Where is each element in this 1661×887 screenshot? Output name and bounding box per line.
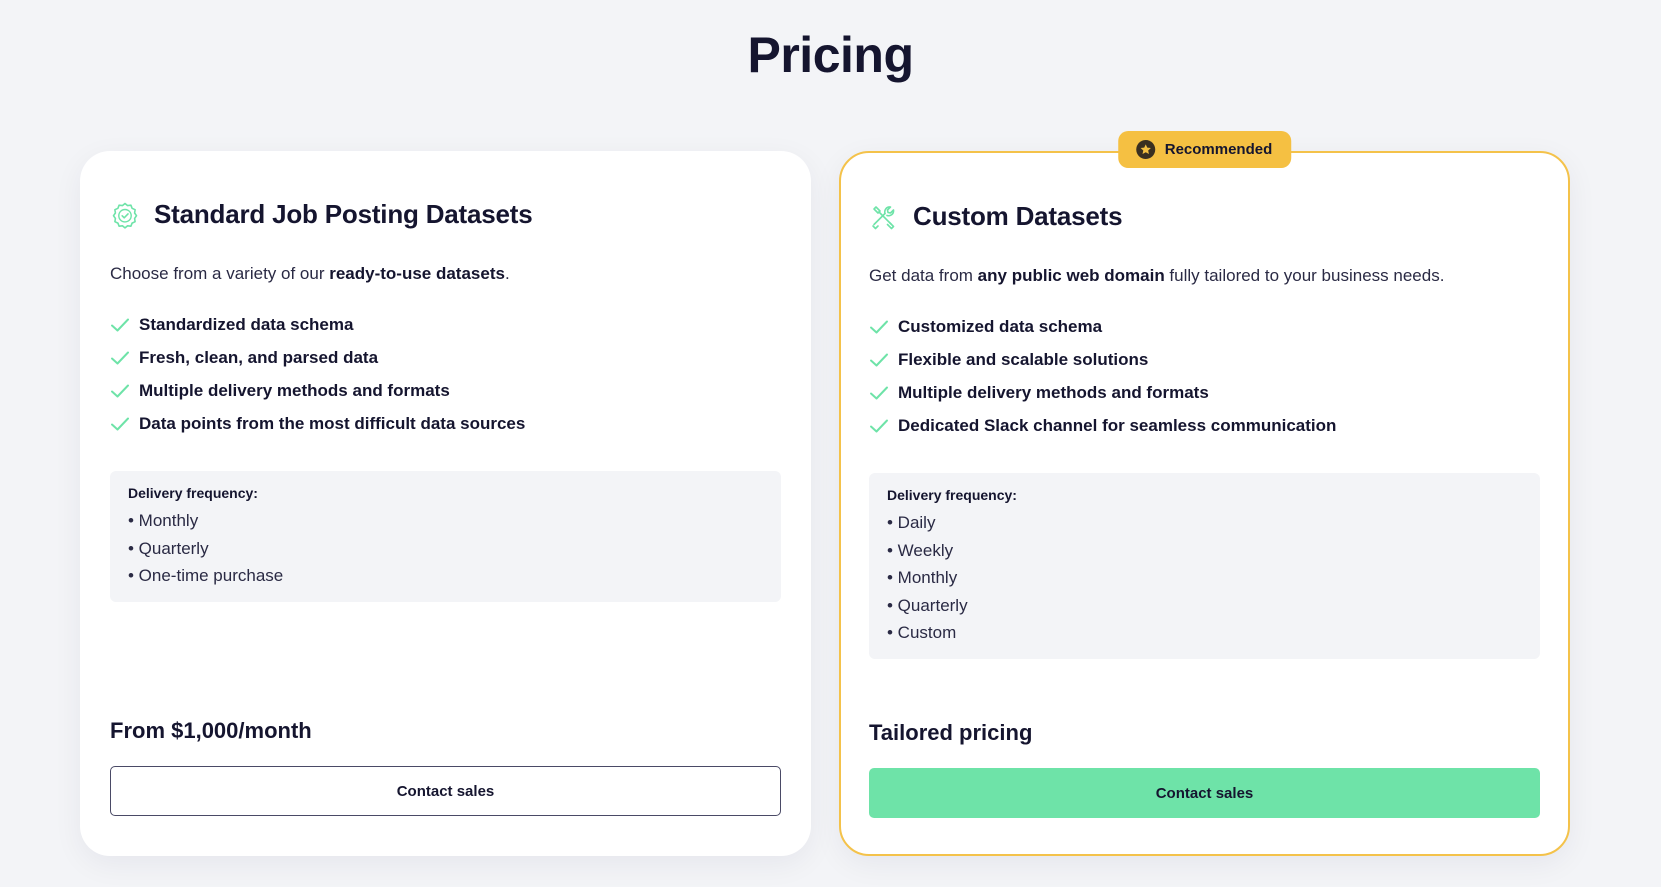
- check-icon: [110, 348, 130, 368]
- frequency-label: Delivery frequency:: [128, 485, 258, 501]
- frequency-label: Delivery frequency:: [887, 487, 1017, 503]
- plan-header: Custom Datasets: [869, 201, 1123, 232]
- check-icon: [869, 317, 889, 337]
- feature-list: Customized data schema Flexible and scal…: [869, 310, 1336, 442]
- frequency-item: • Quarterly: [128, 538, 209, 558]
- delivery-frequency-box: Delivery frequency: • Daily • Weekly • M…: [869, 473, 1540, 659]
- plan-description: Choose from a variety of our ready-to-us…: [110, 264, 510, 283]
- badge-check-icon: [110, 200, 140, 230]
- check-icon: [869, 350, 889, 370]
- delivery-frequency-box: Delivery frequency: • Monthly • Quarterl…: [110, 471, 781, 602]
- check-icon: [110, 381, 130, 401]
- feature-item: Data points from the most difficult data…: [110, 407, 525, 440]
- frequency-item: • One-time purchase: [128, 566, 284, 585]
- feature-label: Multiple delivery methods and formats: [139, 380, 450, 400]
- feature-label: Standardized data schema: [139, 314, 354, 334]
- frequency-item: • Daily: [887, 513, 936, 532]
- feature-list: Standardized data schema Fresh, clean, a…: [110, 308, 525, 440]
- feature-item: Fresh, clean, and parsed data: [110, 341, 525, 374]
- frequency-item: • Monthly: [887, 568, 958, 587]
- plan-title: Custom Datasets: [913, 201, 1123, 231]
- contact-sales-button[interactable]: Contact sales: [869, 768, 1540, 818]
- page-title: Pricing: [747, 27, 914, 83]
- frequency-item: • Quarterly: [887, 595, 968, 615]
- frequency-item: • Monthly: [128, 511, 199, 530]
- feature-item: Multiple delivery methods and formats: [110, 374, 525, 407]
- feature-item: Multiple delivery methods and formats: [869, 376, 1336, 409]
- plan-card-custom: Recommended Custom Datasets Get data fro…: [839, 131, 1570, 856]
- badge-label: Recommended: [1164, 141, 1273, 158]
- feature-label: Fresh, clean, and parsed data: [139, 347, 379, 367]
- check-icon: [869, 383, 889, 403]
- plan-description: Get data from any public web domain full…: [869, 266, 1445, 285]
- feature-item: Standardized data schema: [110, 308, 525, 341]
- feature-label: Data points from the most difficult data…: [139, 413, 526, 433]
- tools-icon: [869, 202, 899, 232]
- plan-header: Standard Job Posting Datasets: [110, 199, 533, 230]
- feature-label: Flexible and scalable solutions: [898, 349, 1149, 369]
- plan-card-standard: Standard Job Posting Datasets Choose fro…: [80, 151, 811, 856]
- feature-item: Dedicated Slack channel for seamless com…: [869, 409, 1336, 442]
- frequency-item: • Custom: [887, 623, 957, 642]
- feature-item: Flexible and scalable solutions: [869, 343, 1336, 376]
- feature-label: Multiple delivery methods and formats: [898, 382, 1209, 402]
- plan-title: Standard Job Posting Datasets: [154, 199, 533, 229]
- plan-price: Tailored pricing: [869, 720, 1033, 745]
- check-icon: [110, 315, 130, 335]
- feature-label: Dedicated Slack channel for seamless com…: [898, 415, 1337, 435]
- recommended-badge: Recommended: [1117, 131, 1292, 168]
- feature-label: Customized data schema: [898, 316, 1103, 336]
- check-icon: [869, 416, 889, 436]
- star-icon: [1135, 140, 1155, 159]
- frequency-item: • Weekly: [887, 540, 954, 560]
- check-icon: [110, 414, 130, 434]
- plan-price: From $1,000/month: [110, 718, 312, 743]
- contact-sales-button[interactable]: Contact sales: [110, 766, 781, 816]
- feature-item: Customized data schema: [869, 310, 1336, 343]
